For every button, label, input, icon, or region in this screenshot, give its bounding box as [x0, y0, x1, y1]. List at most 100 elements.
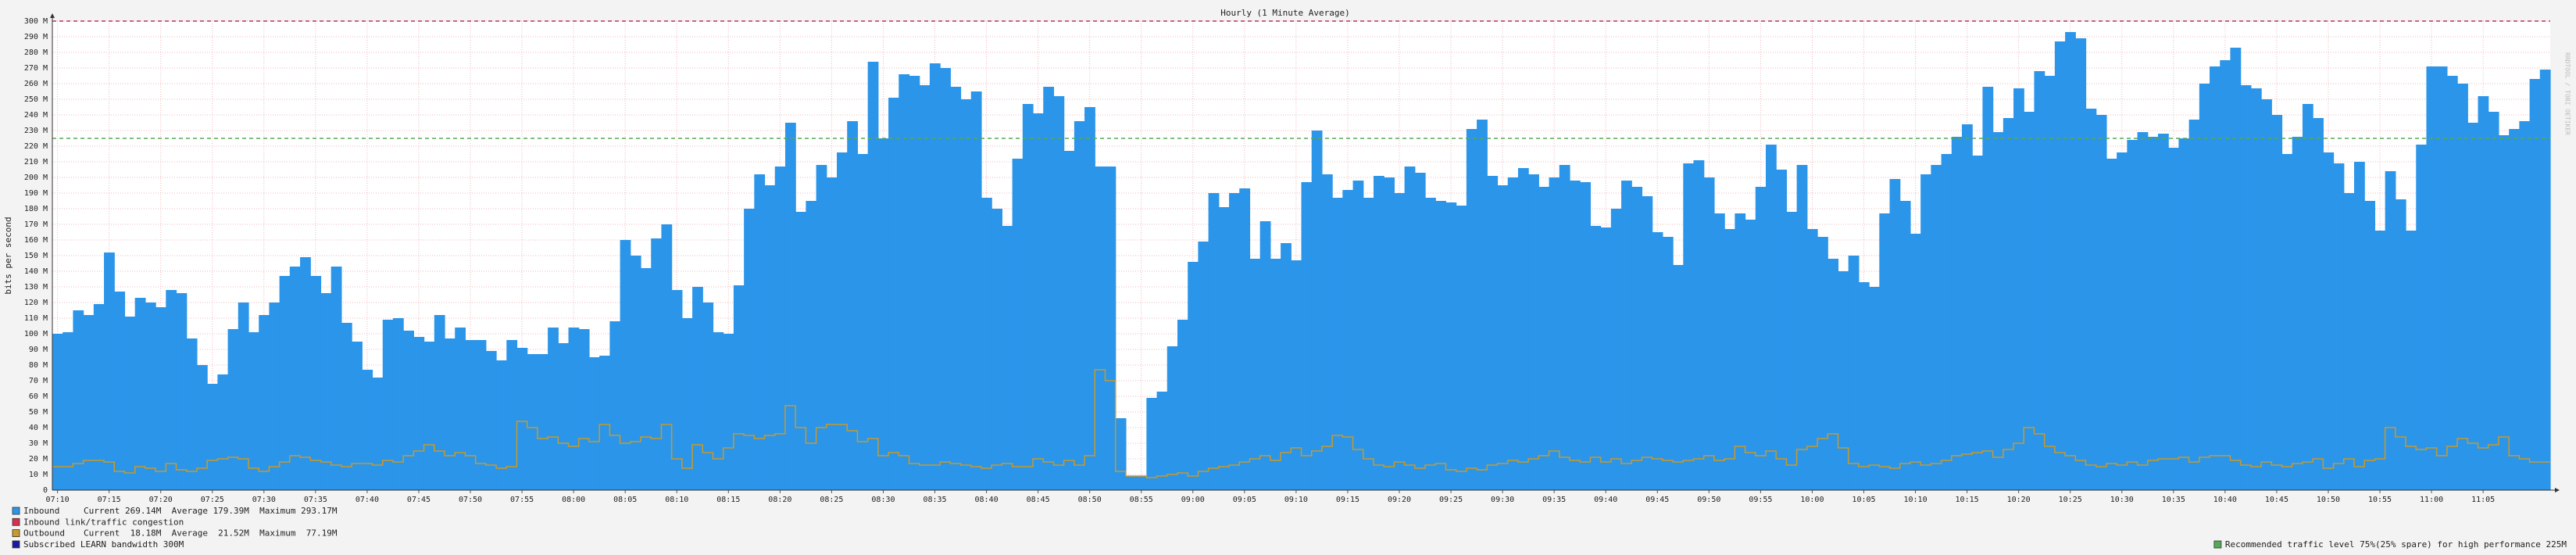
inbound-bar: [186, 338, 198, 490]
y-tick-label: 180 M: [24, 205, 48, 213]
inbound-bar: [392, 318, 404, 490]
x-tick-label: 07:45: [407, 496, 431, 504]
inbound-bar: [1487, 176, 1499, 490]
inbound-bar: [1817, 237, 1828, 490]
inbound-bar: [826, 177, 838, 490]
inbound-bar: [950, 87, 962, 490]
inbound-bar: [1796, 165, 1808, 490]
inbound-bar: [578, 329, 590, 490]
inbound-bar: [196, 365, 208, 490]
inbound-bar: [310, 276, 322, 490]
inbound-bar: [919, 85, 931, 490]
y-tick-label: 160 M: [24, 236, 48, 245]
inbound-bar: [1084, 107, 1095, 490]
legend-stats: Current 18.18M Average 21.52M Maximum 77…: [84, 528, 338, 539]
inbound-bar: [1239, 188, 1251, 490]
inbound-bar: [1053, 96, 1065, 490]
x-tick-label: 08:00: [562, 496, 585, 504]
inbound-bar: [816, 165, 827, 490]
inbound-bar: [2436, 66, 2448, 490]
inbound-bar: [2539, 70, 2551, 490]
inbound-bar: [145, 303, 156, 490]
inbound-bar: [1806, 229, 1818, 490]
inbound-bar: [207, 384, 218, 490]
inbound-bar: [238, 303, 249, 490]
inbound-bar: [1517, 168, 1529, 490]
inbound-bar: [651, 238, 663, 490]
inbound-bar: [155, 307, 166, 490]
inbound-bar: [784, 123, 796, 490]
inbound-bar: [981, 198, 992, 490]
y-tick-label: 210 M: [24, 158, 48, 166]
x-tick-label: 10:15: [1956, 496, 1979, 504]
y-tick-label: 40 M: [29, 424, 48, 432]
inbound-bar: [641, 268, 652, 490]
inbound-bar: [1755, 187, 1767, 490]
y-tick-label: 120 M: [24, 299, 48, 307]
inbound-bar: [1538, 187, 1550, 490]
inbound-bar: [867, 62, 879, 490]
inbound-bar: [1095, 166, 1106, 490]
side-text: RRDTOOL / TOBI OETIKER: [2564, 52, 2571, 135]
y-tick-label: 0: [43, 486, 48, 495]
inbound-bar: [1621, 181, 1632, 490]
x-tick-label: 10:40: [2213, 496, 2237, 504]
x-tick-label: 08:30: [871, 496, 895, 504]
inbound-bar: [888, 98, 899, 490]
inbound-bar: [63, 332, 74, 490]
inbound-bar: [2261, 99, 2272, 490]
inbound-bar: [1363, 198, 1374, 490]
y-tick-label: 250 M: [24, 95, 48, 104]
inbound-bar: [733, 285, 745, 490]
inbound-bar: [1827, 259, 1839, 490]
inbound-bar: [1477, 120, 1488, 490]
inbound-bar: [2044, 76, 2056, 490]
inbound-bar: [2003, 118, 2014, 490]
inbound-bar: [300, 257, 311, 490]
legend-swatch: [12, 540, 20, 549]
inbound-bar: [847, 121, 859, 490]
x-tick-label: 11:00: [2420, 496, 2443, 504]
legend-swatch: [12, 507, 20, 515]
inbound-bar: [52, 334, 63, 490]
inbound-bar: [1063, 151, 1075, 490]
legend-label: Subscribed LEARN bandwidth 300M: [23, 539, 184, 550]
y-tick-label: 200 M: [24, 174, 48, 182]
outbound-line: [52, 369, 2550, 478]
inbound-bar: [1765, 145, 1777, 490]
inbound-bar: [877, 138, 889, 490]
inbound-bar: [2302, 104, 2313, 490]
inbound-bar: [104, 252, 115, 490]
inbound-bar: [1445, 202, 1457, 490]
inbound-bar: [1404, 166, 1416, 490]
inbound-bar: [1631, 187, 1643, 490]
inbound-bar: [1528, 174, 1539, 490]
inbound-bar: [403, 331, 414, 490]
inbound-bar: [1735, 213, 1746, 490]
inbound-bar: [1146, 398, 1158, 490]
x-tick-label: 10:30: [2110, 496, 2134, 504]
inbound-bar: [320, 293, 332, 490]
inbound-bar: [1033, 113, 1044, 490]
y-tick-label: 60 M: [29, 392, 48, 401]
x-tick-label: 11:05: [2471, 496, 2495, 504]
inbound-bar: [1115, 418, 1127, 490]
x-tick-label: 07:35: [304, 496, 327, 504]
inbound-bar: [1507, 177, 1519, 490]
inbound-bar: [1332, 198, 1343, 490]
inbound-bar: [692, 287, 703, 490]
inbound-bar: [1074, 121, 1085, 490]
inbound-bar: [2210, 66, 2221, 490]
legend-swatch: [2213, 540, 2222, 549]
inbound-bar: [1889, 179, 1901, 490]
inbound-bar: [2250, 88, 2262, 490]
inbound-bar: [2024, 112, 2035, 490]
x-tick-label: 09:35: [1542, 496, 1566, 504]
x-tick-label: 08:10: [665, 496, 688, 504]
x-tick-label: 10:50: [2317, 496, 2340, 504]
inbound-bar: [548, 328, 559, 490]
inbound-bar: [1569, 181, 1581, 490]
x-tick-label: 07:15: [98, 496, 121, 504]
inbound-bar: [527, 354, 538, 490]
